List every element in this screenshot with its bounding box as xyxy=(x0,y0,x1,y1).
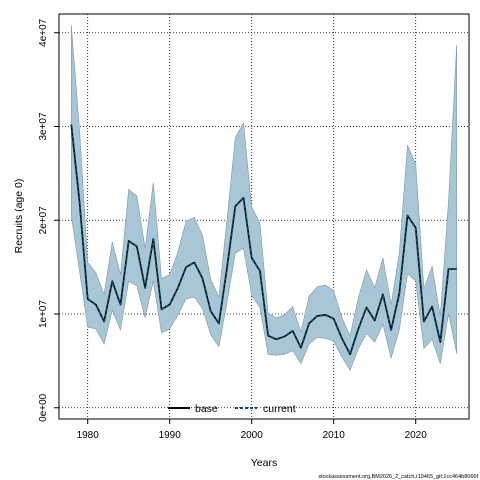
x-tick-label-2020: 2020 xyxy=(405,430,428,441)
x-tick-label-2010: 2010 xyxy=(323,430,346,441)
y-tick-label-4: 4e+07 xyxy=(38,18,49,47)
series-line-current xyxy=(70,124,457,356)
y-tick-label-0: 0e+00 xyxy=(38,393,49,422)
y-tick-label-1: 1e+07 xyxy=(38,300,49,329)
confidence-band xyxy=(71,25,457,371)
footer-version-text: stockassessment.org,BM2026_2_catch,r1946… xyxy=(318,474,478,480)
series-lines xyxy=(70,124,457,356)
legend: base current xyxy=(168,403,296,415)
x-tick-label-1980: 1980 xyxy=(77,430,100,441)
legend-base-label: base xyxy=(195,403,218,415)
x-tick-label-2000: 2000 xyxy=(241,430,264,441)
x-axis: 1980 1990 2000 2010 2020 xyxy=(77,419,428,441)
x-axis-title: Years xyxy=(251,457,277,469)
x-tick-label-1990: 1990 xyxy=(159,430,182,441)
y-tick-label-3: 3e+07 xyxy=(38,112,49,141)
y-axis: 0e+00 1e+07 2e+07 3e+07 4e+07 xyxy=(38,18,59,422)
y-axis-title: Recruits (age 0) xyxy=(13,179,25,254)
plot-frame xyxy=(58,13,470,420)
confidence-band-area xyxy=(71,25,457,371)
y-tick-label-2: 2e+07 xyxy=(38,206,49,235)
legend-current-label: current xyxy=(263,403,296,415)
